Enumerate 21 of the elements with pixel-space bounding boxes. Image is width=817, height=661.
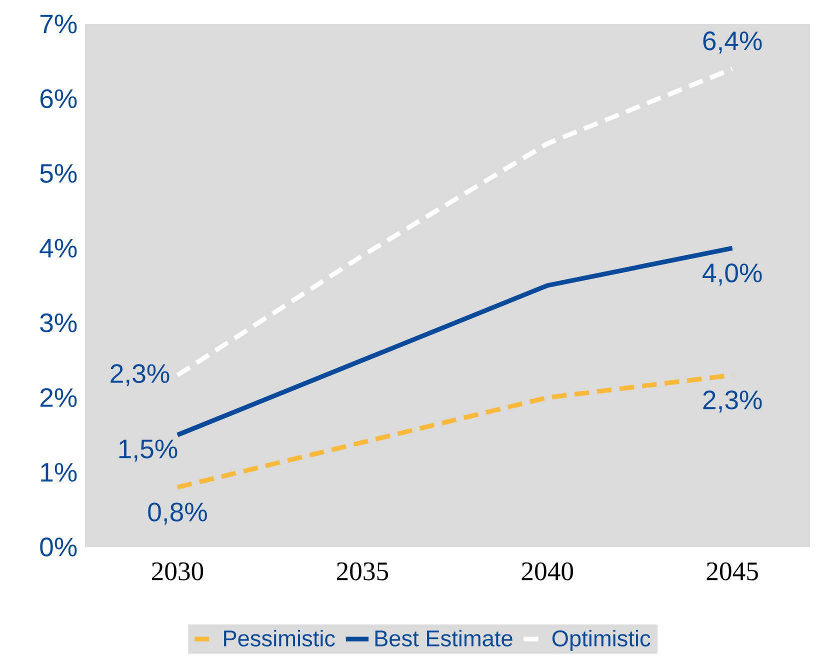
x-tick-label: 2040	[522, 562, 574, 580]
x-tick-label: 2035	[336, 562, 388, 580]
y-tick-label: 6%	[40, 89, 77, 108]
y-tick-label: 2%	[40, 388, 77, 407]
data-label: 6,4%	[703, 31, 762, 54]
legend-label: Optimistic	[552, 630, 650, 651]
data-label: 2,3%	[110, 364, 170, 386]
data-label: 4,0%	[702, 263, 762, 286]
data-label: 1,5%	[119, 440, 178, 462]
y-tick-label: 1%	[41, 462, 77, 482]
y-tick-label: 0%	[40, 538, 77, 556]
legend-label: Pessimistic	[224, 630, 335, 646]
y-tick-label: 4%	[40, 238, 77, 258]
legend-label: Best Estimate	[375, 630, 512, 646]
x-tick-label: 2045	[706, 562, 758, 580]
x-tick-label: 2030	[152, 562, 204, 580]
data-label: 2,3%	[703, 390, 762, 413]
y-tick-label: 5%	[40, 164, 77, 183]
y-tick-label: 3%	[40, 313, 77, 332]
y-tick-label: 7%	[40, 14, 77, 34]
data-label: 0,8%	[148, 502, 207, 525]
